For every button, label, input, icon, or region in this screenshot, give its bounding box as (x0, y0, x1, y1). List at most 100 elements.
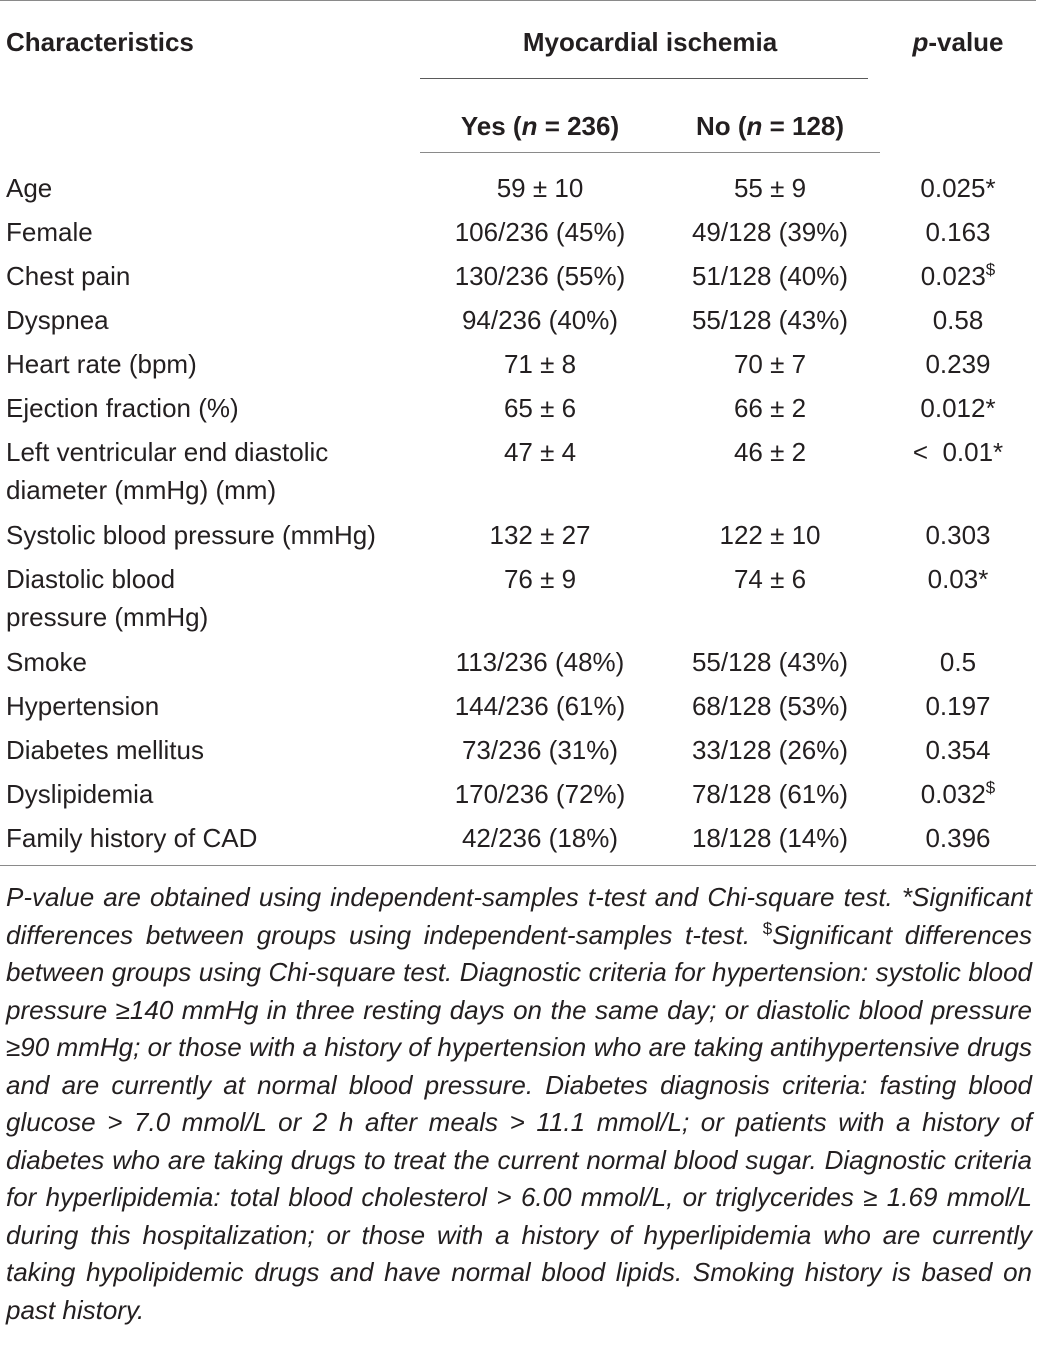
row-label: Dyslipidemia (6, 779, 154, 809)
row-yes: 73/236 (31%) (461, 735, 619, 765)
row-no: 70 ± 7 (733, 349, 807, 379)
table-body: Age 59 ± 10 55 ± 9 0.025* Female 106/236… (0, 153, 1036, 866)
row-no: 18/128 (14%) (660, 813, 880, 866)
row-label: Age (6, 172, 53, 203)
header-no-n: n (746, 110, 763, 141)
row-no: 74 ± 6 (733, 564, 807, 594)
row-yes: 76 ± 9 (503, 564, 577, 594)
row-pvalue: 0.023$ (880, 251, 1036, 295)
pvalue-text: 0.163 (925, 217, 991, 247)
pvalue-text: 0.197 (925, 691, 991, 721)
pvalue-text: 0.012* (920, 393, 996, 423)
row-label-line-2: diameter (mmHg) (mm) (6, 475, 277, 505)
header-characteristics: Characteristics (6, 27, 194, 57)
row-pvalue: 0.025* (880, 153, 1036, 208)
footnote-part-2: Significant differences between groups u… (6, 919, 1032, 1325)
table-row: Family history of CAD 42/236 (18%) 18/12… (0, 813, 1036, 866)
header-pvalue-italic: p (912, 27, 929, 57)
row-yes: 71 ± 8 (503, 349, 577, 379)
row-yes: 47 ± 4 (503, 437, 577, 467)
row-no: 122 ± 10 (719, 520, 821, 550)
group-underline (420, 77, 868, 79)
table-row: Diabetes mellitus 73/236 (31%) 33/128 (2… (0, 725, 1036, 769)
table-row: Age 59 ± 10 55 ± 9 0.025* (0, 153, 1036, 208)
table-row: Systolic blood pressure (mmHg) 132 ± 27 … (0, 510, 1036, 554)
pvalue-sup: $ (985, 778, 996, 797)
pvalue-text: 0.354 (925, 735, 991, 765)
header-yes-n: n (521, 110, 538, 141)
header-row-1: Characteristics Myocardial ischemia p-va… (0, 0, 1036, 79)
row-yes: 130/236 (55%) (454, 261, 626, 291)
row-yes: 94/236 (40%) (461, 305, 619, 335)
row-yes: 106/236 (45%) (454, 217, 626, 247)
footnote-part-1: P-value are obtained using independent-s… (6, 882, 1032, 950)
row-label: Ejection fraction (%) (6, 393, 239, 423)
row-no: 55/128 (43%) (691, 305, 849, 335)
table-row: Heart rate (bpm) 71 ± 8 70 ± 7 0.239 (0, 339, 1036, 383)
row-label-line-1: Diastolic blood (6, 564, 176, 594)
table-row: Left ventricular end diastolic diameter … (0, 427, 1036, 510)
header-no-prefix: No ( (695, 110, 747, 141)
table-footnote: P-value are obtained using independent-s… (6, 879, 1032, 1329)
table-row: Female 106/236 (45%) 49/128 (39%) 0.163 (0, 207, 1036, 251)
table-row: Diastolic blood pressure (mmHg) 76 ± 9 7… (0, 554, 1036, 637)
row-label: Smoke (6, 647, 87, 677)
table-row: Dyspnea 94/236 (40%) 55/128 (43%) 0.58 (0, 295, 1036, 339)
header-group-label: Myocardial ischemia (522, 27, 778, 57)
header-pvalue: p-value (880, 1, 1036, 153)
table-row: Hypertension 144/236 (61%) 68/128 (53%) … (0, 681, 1036, 725)
pvalue-text: 0.5 (939, 647, 977, 677)
row-yes: 170/236 (72%) (454, 779, 626, 809)
characteristics-table: Characteristics Myocardial ischemia p-va… (0, 0, 1036, 866)
row-pvalue: 0.354 (880, 725, 1036, 769)
pvalue-text: 0.032 (920, 779, 986, 809)
row-label: Diastolic blood pressure (mmHg) (0, 554, 420, 637)
row-label: Chest pain (6, 261, 131, 291)
row-label: Diabetes mellitus (6, 735, 204, 765)
pvalue-text: < 0.01* (912, 437, 1004, 467)
row-no: 55/128 (43%) (691, 647, 849, 677)
row-label-line-1: Left ventricular end diastolic (6, 437, 329, 467)
row-pvalue: 0.5 (880, 637, 1036, 681)
row-yes: 59 ± 10 (496, 173, 584, 203)
row-yes: 65 ± 6 (503, 393, 577, 423)
table-row: Smoke 113/236 (48%) 55/128 (43%) 0.5 (0, 637, 1036, 681)
table-row: Chest pain 130/236 (55%) 51/128 (40%) 0.… (0, 251, 1036, 295)
row-pvalue: 0.239 (880, 339, 1036, 383)
row-pvalue: 0.303 (880, 510, 1036, 554)
header-no: No (n = 128) (660, 78, 880, 153)
row-no: 46 ± 2 (733, 437, 807, 467)
row-label: Family history of CAD (0, 813, 420, 866)
pvalue-text: 0.03* (927, 564, 989, 594)
row-pvalue: 0.197 (880, 681, 1036, 725)
row-pvalue: 0.396 (880, 813, 1036, 866)
row-label: Female (6, 217, 93, 247)
table-row: Ejection fraction (%) 65 ± 6 66 ± 2 0.01… (0, 383, 1036, 427)
row-pvalue: 0.03* (880, 554, 1036, 637)
row-no: 55 ± 9 (733, 173, 807, 203)
header-no-suffix: = 128) (762, 110, 845, 141)
header-row-2: Yes (n = 236) No (n = 128) (0, 78, 1036, 153)
pvalue-sup: $ (985, 260, 996, 279)
row-pvalue: 0.032$ (880, 769, 1036, 813)
header-yes-suffix: = 236) (537, 110, 620, 141)
row-pvalue: 0.012* (880, 383, 1036, 427)
row-no: 33/128 (26%) (691, 735, 849, 765)
table-row: Dyslipidemia 170/236 (72%) 78/128 (61%) … (0, 769, 1036, 813)
row-label: Heart rate (bpm) (6, 349, 197, 379)
header-pvalue-rest: -value (928, 27, 1004, 57)
row-pvalue: 0.58 (880, 295, 1036, 339)
header-yes-prefix: Yes ( (460, 110, 522, 141)
row-pvalue: 0.163 (880, 207, 1036, 251)
row-label: Systolic blood pressure (mmHg) (6, 520, 376, 550)
row-no: 68/128 (53%) (691, 691, 849, 721)
row-label-line-2: pressure (mmHg) (6, 602, 209, 632)
pvalue-text: 0.58 (932, 305, 984, 335)
pvalue-text: 0.025* (920, 172, 996, 203)
pvalue-text: 0.239 (925, 349, 991, 379)
row-yes: 132 ± 27 (489, 520, 591, 550)
row-no: 49/128 (39%) (691, 217, 849, 247)
pvalue-text: 0.023 (920, 261, 986, 291)
row-yes: 144/236 (61%) (454, 691, 626, 721)
